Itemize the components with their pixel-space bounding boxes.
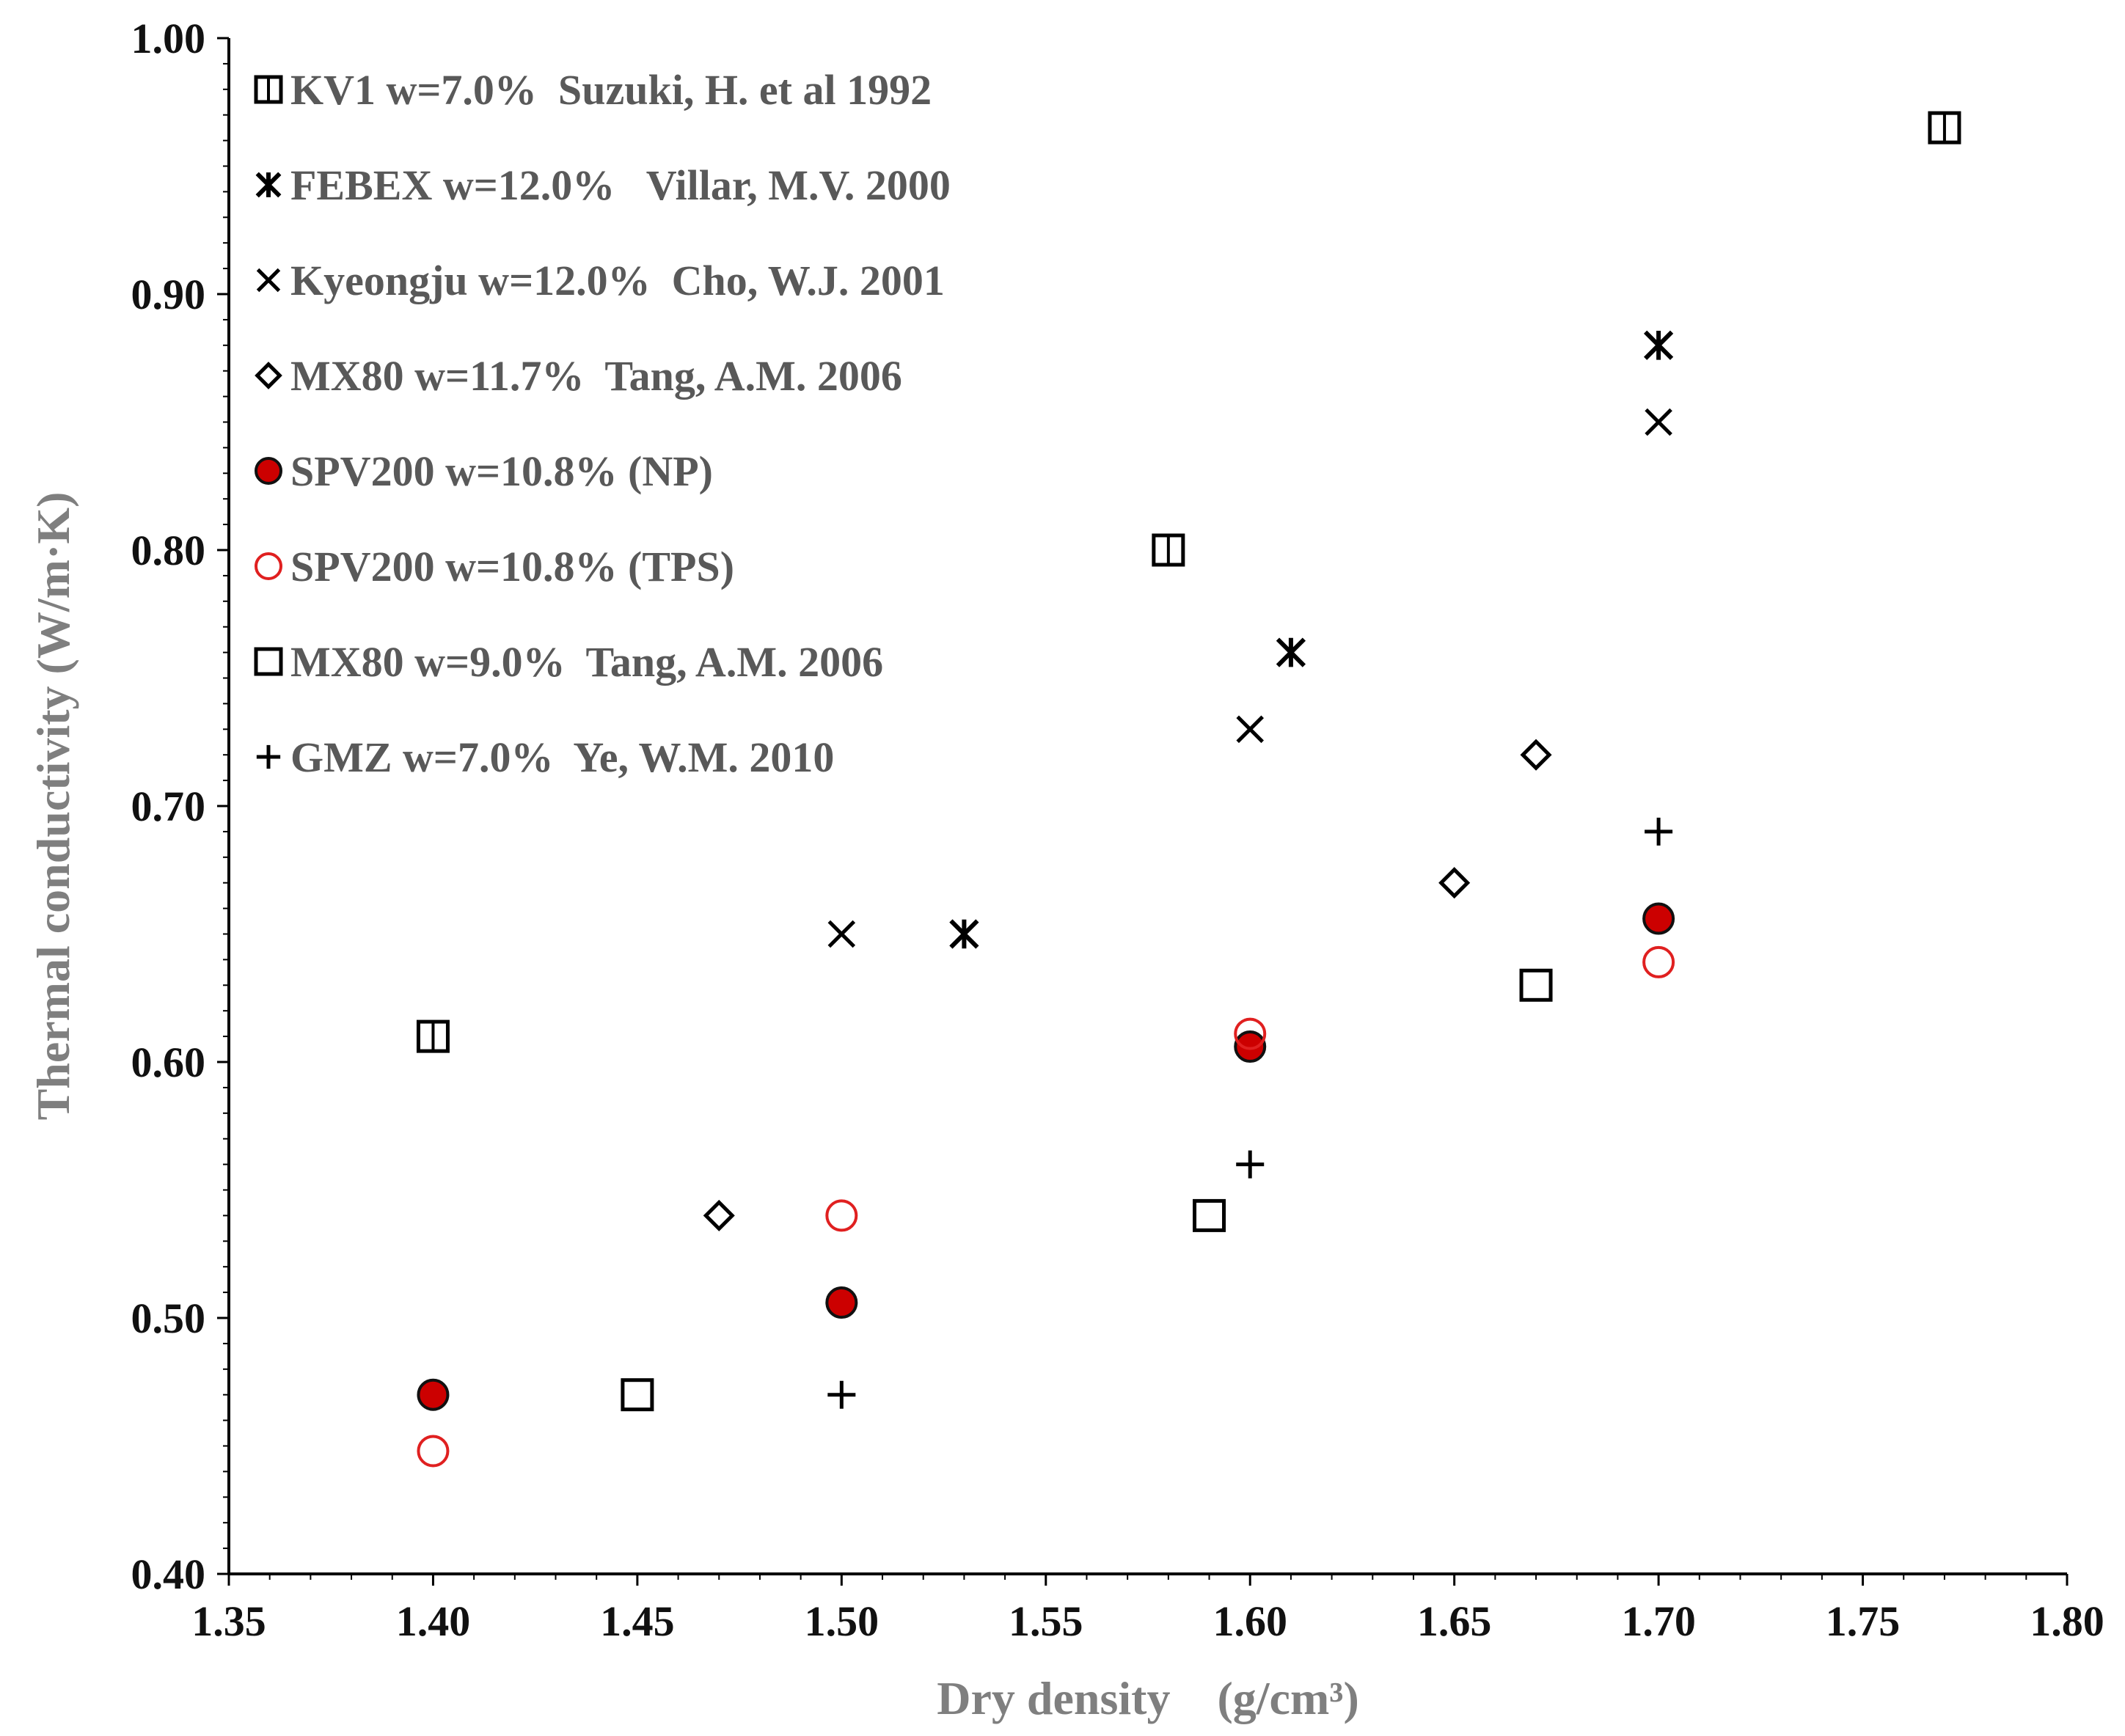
y-tick-label: 0.80: [131, 527, 206, 574]
legend-item: KV1 w=7.0% Suzuki, H. et al 1992: [254, 66, 932, 114]
legend-item: MX80 w=11.7% Tang, A.M. 2006: [255, 352, 902, 400]
data-point: [1520, 739, 1552, 771]
series-5: [417, 945, 1675, 1468]
y-axis-title: Thermal conductivity (W/m·K): [27, 492, 79, 1121]
y-ticks: 0.40 0.50 0.60 0.70 0.80 0.90 1.00: [131, 15, 229, 1598]
data-point: [1519, 968, 1553, 1002]
y-tick-label: 0.60: [131, 1039, 206, 1086]
data-point: [1438, 867, 1471, 899]
x-tick-label: 1.35: [191, 1597, 266, 1645]
data-point: [1236, 715, 1264, 744]
data-point: [825, 1286, 858, 1319]
data-point: [416, 1019, 450, 1053]
data-point: [1234, 1030, 1267, 1063]
legend-item: MX80 w=9.0% Tang, A.M. 2006: [254, 638, 883, 686]
legend-item: SPV200 w=10.8% (TPS): [255, 543, 734, 590]
data-point: [621, 1378, 654, 1412]
legend-marker: [256, 744, 281, 769]
y-tick-label: 0.50: [131, 1294, 206, 1342]
data-point: [827, 1380, 856, 1409]
series-4: [417, 902, 1675, 1411]
legend-item: SPV200 w=10.8% (NP): [255, 447, 713, 495]
data-point: [1645, 408, 1672, 436]
legend-marker: [254, 647, 283, 676]
x-tick-label: 1.65: [1417, 1597, 1492, 1645]
data-point: [1276, 637, 1306, 667]
data-point: [825, 1199, 858, 1232]
y-tick-label: 1.00: [131, 15, 206, 62]
x-tick-label: 1.50: [805, 1597, 879, 1645]
axes: 1.35 1.40 1.45 1.50 1.55 1.60 1.65 1.70 1.75 1.80…: [131, 15, 2104, 1645]
x-tick-label: 1.75: [1826, 1597, 1901, 1645]
legend-item: Kyeongju w=12.0% Cho, W.J. 2001: [256, 257, 945, 304]
x-axis-title: Dry density (g/cm³): [937, 1672, 1359, 1724]
legend-marker: [255, 457, 282, 485]
legend: KV1 w=7.0% Suzuki, H. et al 1992 FEBEX w=…: [254, 66, 951, 781]
x-tick-label: 1.70: [1621, 1597, 1696, 1645]
data-point: [1642, 902, 1675, 935]
y-tick-label: 0.40: [131, 1550, 206, 1598]
data-point: [827, 920, 856, 948]
series-3: [703, 739, 1552, 1231]
legend-label: KV1 w=7.0% Suzuki, H. et al 1992: [290, 66, 932, 114]
legend-label: SPV200 w=10.8% (NP): [290, 447, 713, 495]
series-layer: [416, 111, 1961, 1468]
x-tick-label: 1.45: [600, 1597, 675, 1645]
legend-marker: [255, 552, 282, 580]
legend-marker: [255, 172, 282, 198]
y-tick-label: 0.90: [131, 271, 206, 318]
series-2: [827, 408, 1672, 948]
series-6: [621, 968, 1553, 1412]
data-point: [949, 919, 979, 949]
legend-label: MX80 w=11.7% Tang, A.M. 2006: [290, 352, 902, 400]
data-point: [1193, 1198, 1226, 1232]
data-point: [703, 1199, 735, 1231]
data-point: [1928, 111, 1961, 144]
data-point: [417, 1378, 450, 1411]
data-point: [1643, 330, 1674, 360]
legend-item: FEBEX w=12.0% Villar, M.V. 2000: [255, 161, 951, 209]
x-tick-label: 1.80: [2030, 1597, 2104, 1645]
legend-item: GMZ w=7.0% Ye, W.M. 2010: [256, 733, 834, 781]
x-ticks: 1.35 1.40 1.45 1.50 1.55 1.60 1.65 1.70 1.75 1.80: [191, 1574, 2104, 1645]
data-point: [417, 1435, 450, 1468]
data-point: [1152, 533, 1185, 567]
data-point: [1645, 817, 1673, 846]
x-tick-label: 1.40: [396, 1597, 471, 1645]
data-point: [1234, 1017, 1267, 1050]
y-tick-label: 0.70: [131, 783, 206, 830]
legend-label: FEBEX w=12.0% Villar, M.V. 2000: [290, 161, 951, 209]
legend-label: SPV200 w=10.8% (TPS): [290, 543, 734, 590]
legend-label: Kyeongju w=12.0% Cho, W.J. 2001: [290, 257, 945, 304]
series-0: [416, 111, 1961, 1053]
legend-label: GMZ w=7.0% Ye, W.M. 2010: [290, 733, 834, 781]
x-tick-label: 1.60: [1213, 1597, 1287, 1645]
series-1: [949, 330, 1674, 949]
series-7: [827, 817, 1673, 1409]
legend-label: MX80 w=9.0% Tang, A.M. 2006: [290, 638, 883, 686]
legend-marker: [254, 75, 283, 104]
legend-marker: [256, 268, 281, 293]
legend-marker: [255, 362, 282, 389]
data-point: [1642, 945, 1675, 978]
x-tick-label: 1.55: [1009, 1597, 1083, 1645]
data-point: [1236, 1150, 1265, 1179]
